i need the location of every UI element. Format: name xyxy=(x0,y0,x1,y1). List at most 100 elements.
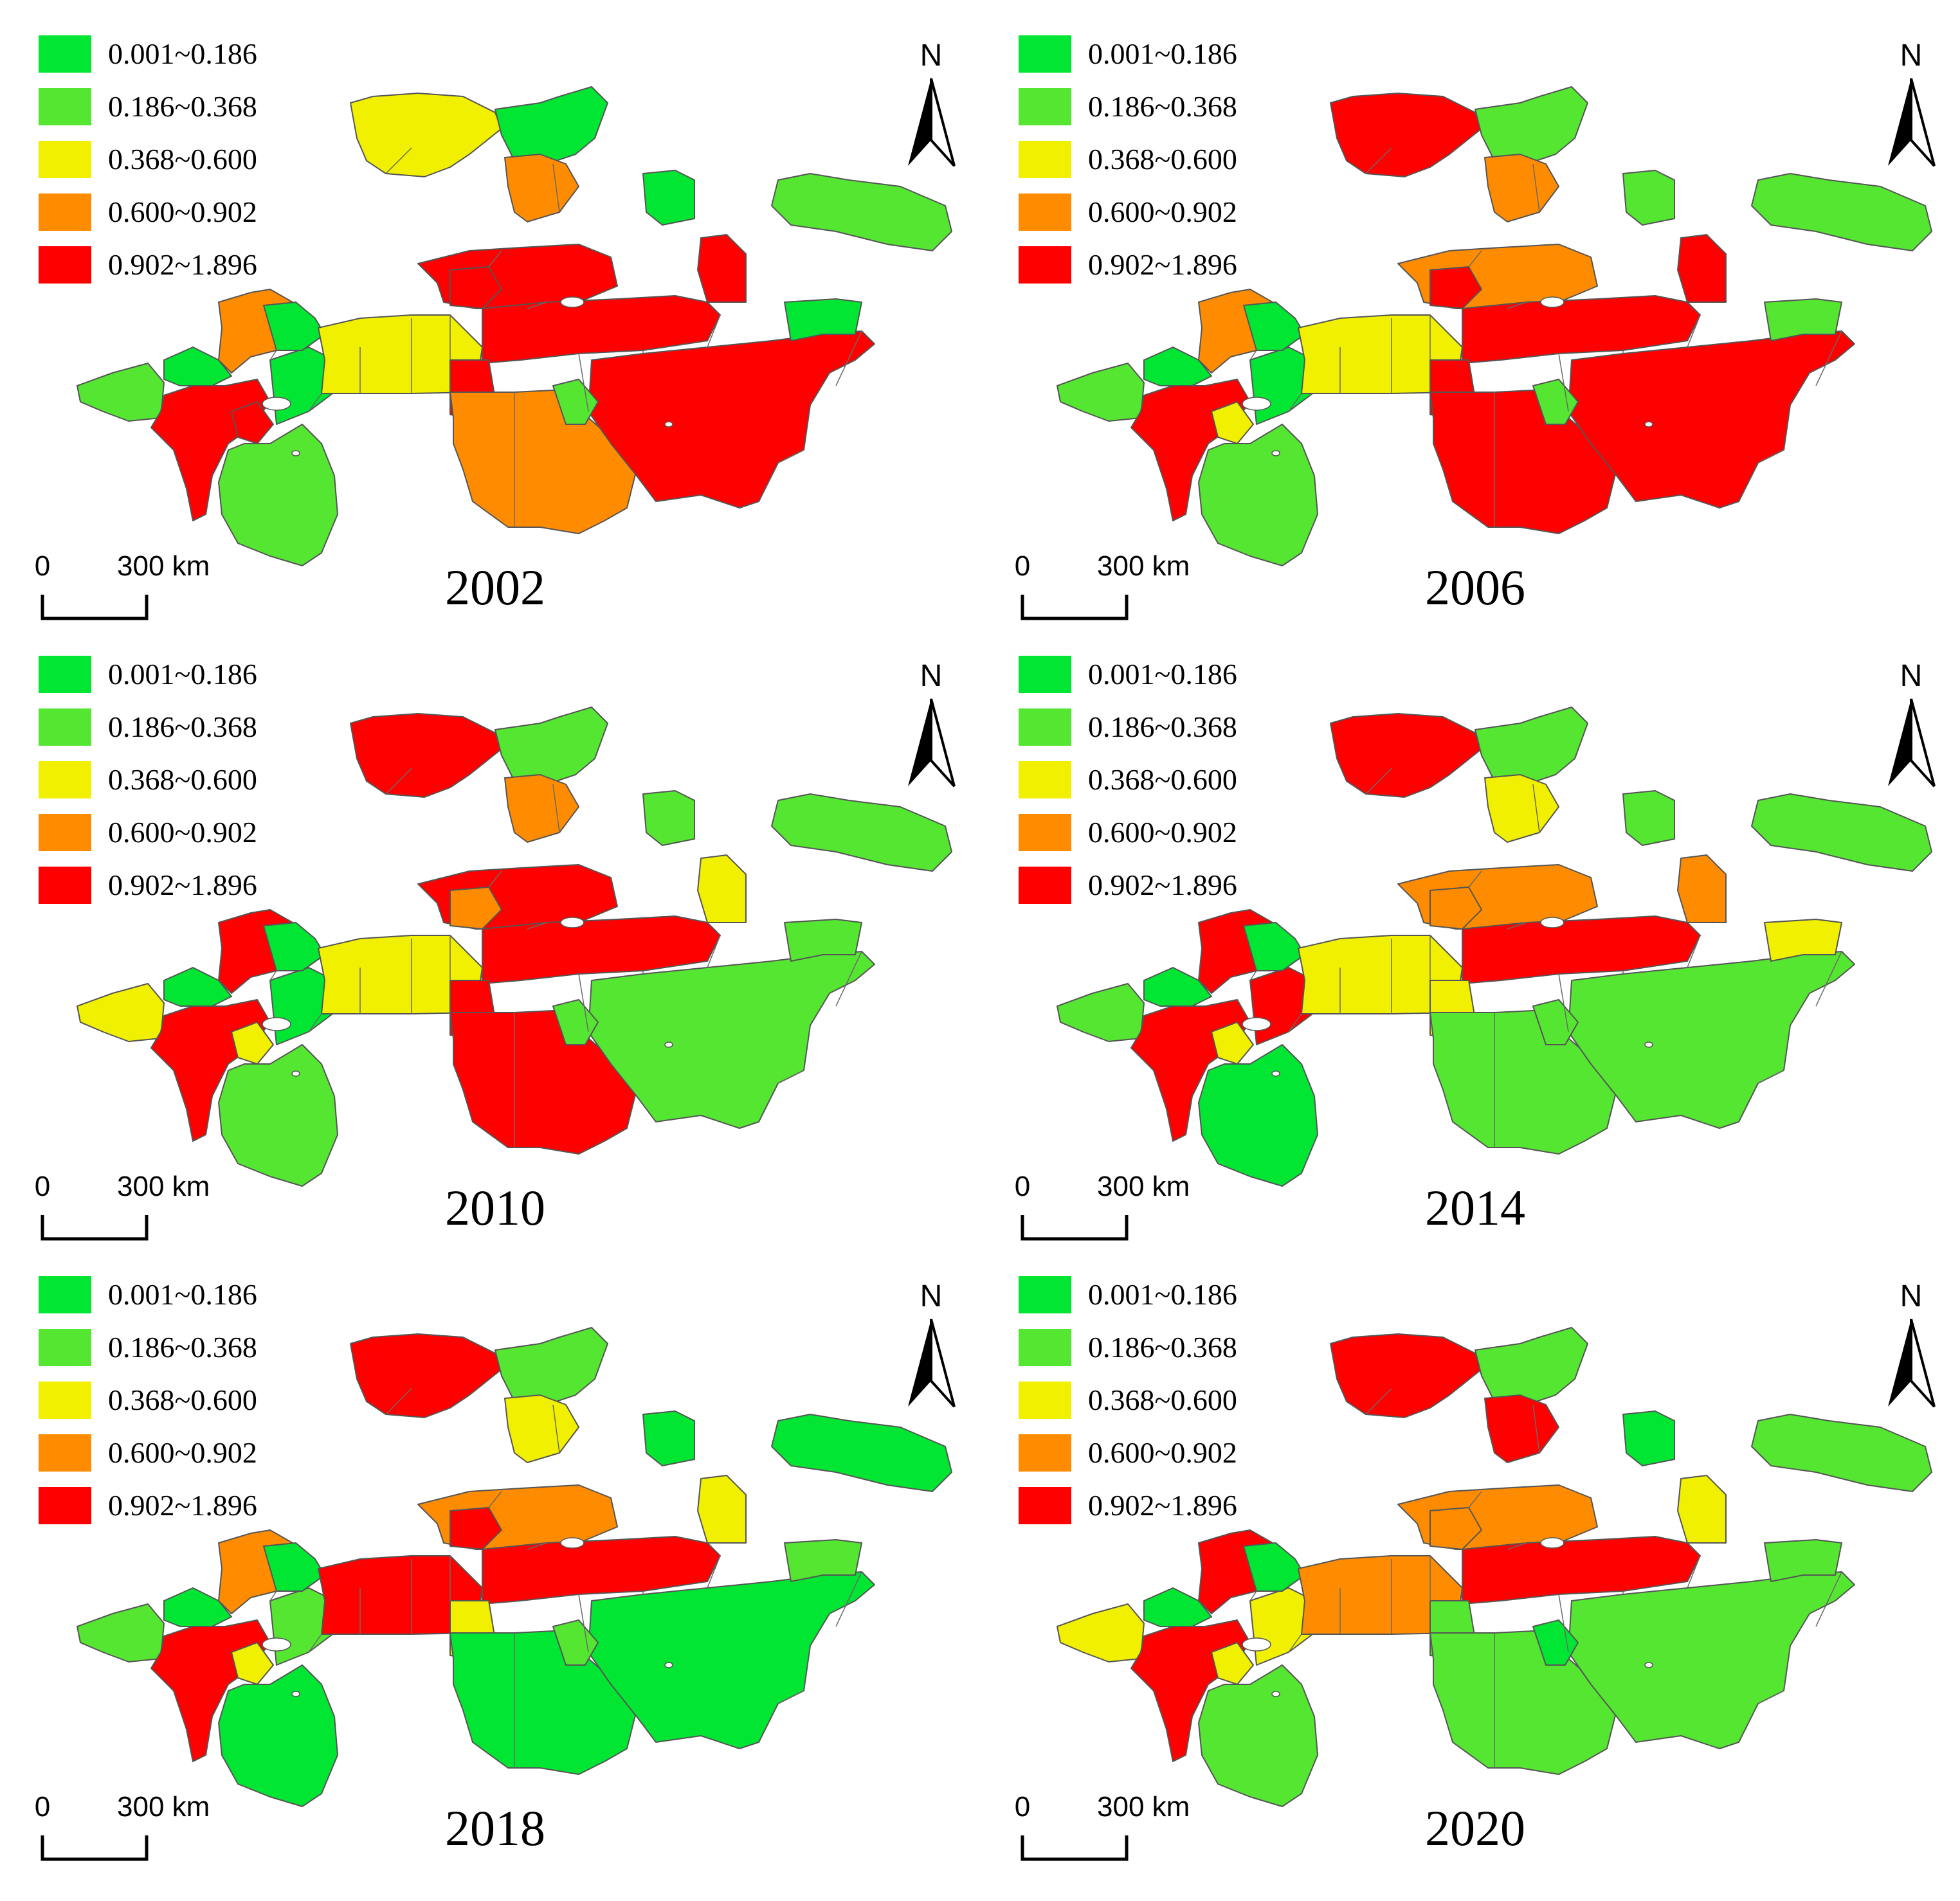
legend-label: 0.368~0.600 xyxy=(108,1383,257,1416)
scale-bar: 0 300 km xyxy=(35,550,210,620)
map-region xyxy=(449,1507,502,1550)
north-label: N xyxy=(920,39,943,73)
district-boundary xyxy=(578,353,589,412)
district-boundary xyxy=(707,1555,721,1589)
year-label: 2018 xyxy=(445,1800,545,1856)
district-boundary xyxy=(707,935,721,968)
legend-label: 0.001~0.186 xyxy=(1088,37,1237,70)
north-arrow-light-half xyxy=(930,1319,956,1408)
choropleth-map xyxy=(77,86,952,566)
north-arrow: N xyxy=(1888,659,1936,788)
map-region xyxy=(552,379,599,425)
legend-swatch xyxy=(1019,194,1071,231)
district-boundary xyxy=(835,1571,862,1627)
scale-zero-label: 0 xyxy=(1015,1171,1030,1202)
year-label: 2020 xyxy=(1425,1800,1525,1856)
map-panel-2002: 0.001~0.186 0.186~0.368 0.368~0.600 0.600~0… xyxy=(35,35,956,620)
north-arrow-dark-half xyxy=(1888,699,1911,786)
legend-label: 0.902~1.896 xyxy=(1088,869,1237,901)
choropleth-map xyxy=(77,1327,952,1807)
map-region xyxy=(1143,967,1212,1007)
legend-label: 0.186~0.368 xyxy=(108,1331,257,1364)
legend-label: 0.186~0.368 xyxy=(1088,1331,1237,1364)
north-label: N xyxy=(1900,39,1923,73)
scale-distance-label: 300 km xyxy=(1097,1171,1190,1202)
legend-label: 0.001~0.186 xyxy=(1088,1278,1237,1311)
map-panel-2006: 0.001~0.186 0.186~0.368 0.368~0.600 0.600~0… xyxy=(1015,35,1936,620)
scale-bar-line xyxy=(41,1215,149,1241)
north-arrow-dark-half xyxy=(908,699,931,786)
district-boundary xyxy=(552,1404,560,1454)
scale-distance-label: 300 km xyxy=(117,1171,210,1202)
district-boundary xyxy=(385,1388,412,1415)
legend-swatch xyxy=(39,761,91,798)
legend-swatch xyxy=(1019,708,1071,746)
lake xyxy=(560,917,585,928)
legend-label: 0.186~0.368 xyxy=(1088,90,1237,123)
choropleth-map xyxy=(1057,86,1932,566)
map-region xyxy=(1532,999,1579,1045)
north-arrow: N xyxy=(908,659,956,788)
legend-swatch xyxy=(39,141,91,178)
district-boundary xyxy=(488,250,502,267)
map-panel-2020: 0.001~0.186 0.186~0.368 0.368~0.600 0.600~0… xyxy=(1015,1276,1936,1861)
district-boundary xyxy=(1507,302,1527,309)
legend-swatch xyxy=(39,814,91,851)
year-label: 2014 xyxy=(1425,1180,1525,1236)
map-region xyxy=(231,1022,274,1065)
legend-label: 0.368~0.600 xyxy=(108,763,257,796)
legend-swatch xyxy=(1019,761,1071,798)
district-boundary xyxy=(1249,1590,1257,1601)
district-boundary xyxy=(1532,784,1540,833)
map-region xyxy=(449,887,502,930)
year-label: 2010 xyxy=(445,1180,545,1236)
map-region xyxy=(350,713,502,798)
legend-swatch xyxy=(1019,246,1071,284)
lake xyxy=(262,1637,291,1652)
district-boundary xyxy=(578,973,589,1032)
legend-label: 0.001~0.186 xyxy=(108,37,257,70)
district-boundary xyxy=(1468,1491,1482,1508)
lake xyxy=(1540,1537,1565,1549)
district-boundary xyxy=(488,1491,502,1508)
district-boundary xyxy=(1288,393,1302,412)
district-boundary xyxy=(1815,1571,1842,1627)
legend-swatch xyxy=(1019,88,1071,125)
north-arrow: N xyxy=(1888,1279,1936,1408)
map-region xyxy=(1198,1044,1318,1187)
north-arrow: N xyxy=(908,39,956,167)
lake xyxy=(291,1691,300,1697)
map-region xyxy=(1475,1327,1588,1405)
map-region xyxy=(771,793,952,872)
map-panel-2014: 0.001~0.186 0.186~0.368 0.368~0.600 0.600~0… xyxy=(1015,656,1936,1241)
map-region xyxy=(784,919,862,962)
north-arrow-light-half xyxy=(930,78,956,167)
district-boundary xyxy=(1757,1690,1784,1704)
legend-swatch xyxy=(39,867,91,904)
map-region xyxy=(642,790,695,846)
map-region xyxy=(697,854,747,923)
legend-label: 0.600~0.902 xyxy=(108,195,257,228)
map-region xyxy=(231,401,274,444)
north-label: N xyxy=(920,659,943,693)
scale-bar-line xyxy=(1021,1835,1129,1861)
scale-distance-label: 300 km xyxy=(117,1791,210,1823)
scale-zero-label: 0 xyxy=(1015,550,1030,582)
map-region xyxy=(163,347,232,386)
north-arrow: N xyxy=(1888,39,1936,167)
legend-swatch xyxy=(1019,35,1071,73)
map-region xyxy=(1198,1664,1318,1807)
map-region xyxy=(163,967,232,1007)
lake xyxy=(291,1070,300,1077)
legend: 0.001~0.186 0.186~0.368 0.368~0.600 0.600~0… xyxy=(39,1276,257,1524)
map-region xyxy=(1568,330,1855,509)
legend-label: 0.902~1.896 xyxy=(108,1489,257,1522)
legend-swatch xyxy=(1019,1276,1071,1313)
lake xyxy=(1271,450,1280,456)
district-boundary xyxy=(1558,1594,1569,1653)
map-region xyxy=(1751,793,1932,872)
scale-zero-label: 0 xyxy=(35,1791,50,1823)
map-region xyxy=(218,1664,338,1807)
legend-swatch xyxy=(1019,814,1071,851)
district-boundary xyxy=(835,951,862,1007)
